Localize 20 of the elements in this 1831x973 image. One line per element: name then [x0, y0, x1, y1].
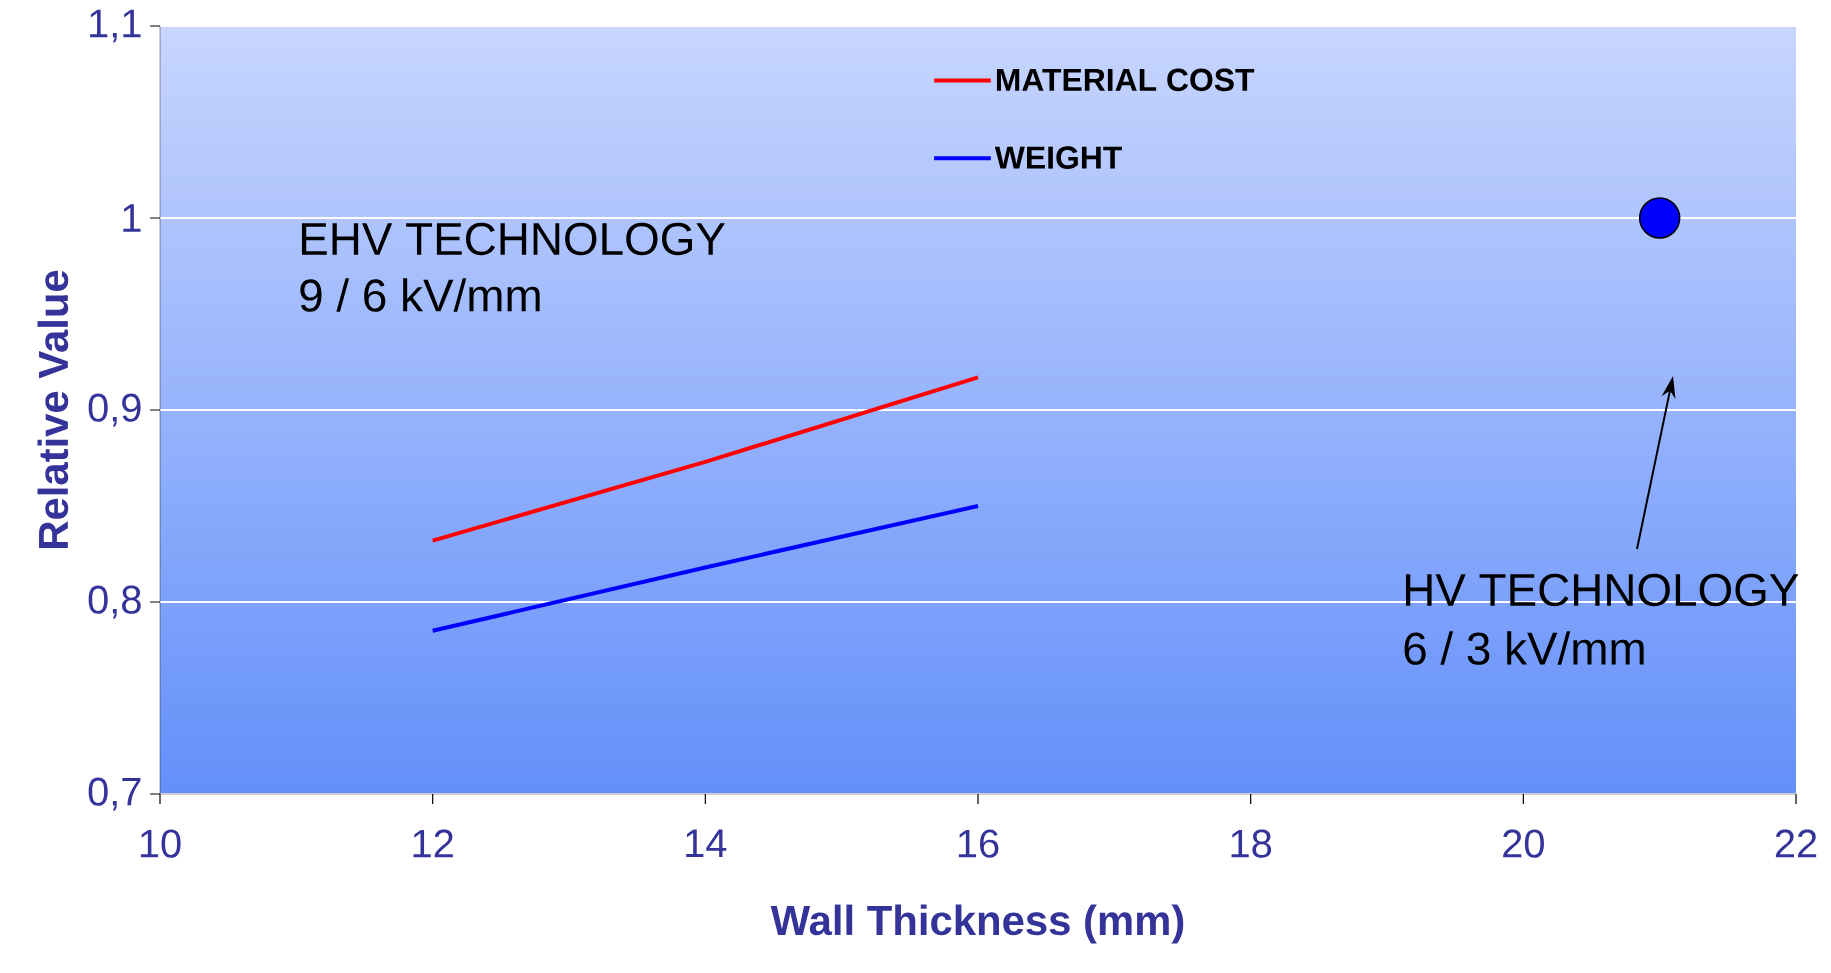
- legend-label: WEIGHT: [994, 146, 1122, 169]
- x-tick-label: 12: [413, 829, 453, 858]
- annotation: HV TECHNOLOGY: [1405, 573, 1799, 607]
- x-tick-label: 14: [686, 829, 727, 857]
- y-tick-label: 0,9: [88, 393, 141, 427]
- x-tick-label: 18: [1231, 829, 1272, 858]
- y-axis-title: Relative Value: [37, 270, 69, 548]
- x-tick-label: 10: [140, 829, 181, 858]
- annotation: 6 / 3 kV/mm: [1404, 631, 1644, 665]
- y-tick-label: 1,1: [90, 9, 141, 43]
- annotation: EHV TECHNOLOGY: [301, 222, 725, 256]
- y-tick-label: 1: [123, 204, 141, 232]
- x-tick-label: 16: [958, 829, 999, 858]
- annotation: 9 / 6 kV/mm: [300, 278, 540, 312]
- x-tick-label: 20: [1503, 829, 1544, 858]
- y-tick-label: 0,7: [88, 777, 141, 811]
- y-tick-label: 0,8: [88, 585, 141, 619]
- x-axis-title: Wall Thickness (mm): [770, 904, 1184, 944]
- legend-label: MATERIAL COST: [996, 68, 1255, 92]
- x-tick-label: 22: [1775, 829, 1817, 858]
